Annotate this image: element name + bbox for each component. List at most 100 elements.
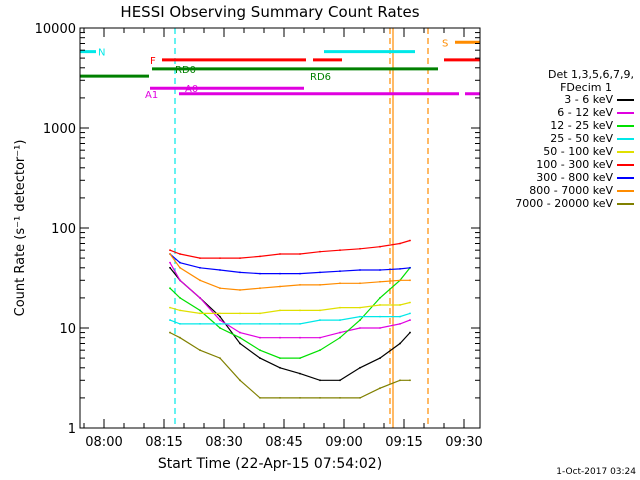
flag-label-n: N (98, 48, 105, 59)
data-point (379, 245, 381, 248)
x-tick-label: 09:00 (325, 435, 362, 450)
data-point (169, 249, 171, 252)
data-point (319, 283, 321, 286)
data-point (299, 322, 301, 325)
data-point (239, 271, 241, 274)
data-point (279, 366, 281, 369)
data-point (339, 379, 341, 382)
data-point (179, 279, 181, 282)
data-point (299, 253, 301, 255)
data-point (239, 342, 241, 345)
data-point (279, 336, 281, 339)
data-point (279, 322, 281, 325)
data-point (219, 269, 221, 271)
data-point (379, 296, 381, 299)
data-point (319, 309, 321, 312)
data-point (169, 266, 171, 269)
y-tick-label: 1000 (43, 122, 76, 137)
data-point (179, 266, 181, 269)
data-point (199, 349, 201, 352)
plot-area (80, 28, 480, 428)
legend-swatch (617, 190, 634, 192)
data-point (399, 304, 401, 306)
data-point (409, 266, 411, 269)
flag-label-a0: A0 (185, 84, 198, 95)
series-line-6-12-kev (169, 262, 411, 339)
data-point (259, 396, 261, 399)
legend-swatch (617, 203, 634, 205)
data-point (399, 379, 401, 382)
x-axis-label: Start Time (22-Apr-15 07:54:02) (158, 456, 382, 472)
series-line-7000-20000-kev (169, 332, 410, 399)
data-point (219, 319, 221, 321)
data-point (339, 249, 341, 252)
legend-swatch (617, 151, 634, 153)
data-point (339, 306, 341, 309)
data-point (219, 315, 221, 318)
legend-label: 3 - 6 keV (564, 93, 613, 106)
data-point (319, 379, 321, 382)
data-point (359, 319, 361, 321)
data-point (399, 342, 401, 345)
flag-label-a1: A1 (145, 90, 158, 101)
legend-entry: 12 - 25 keV (469, 119, 634, 132)
data-point (219, 357, 221, 360)
data-point (279, 357, 281, 360)
data-point (239, 379, 241, 382)
data-point (279, 396, 281, 399)
data-point (199, 312, 201, 315)
data-point (379, 304, 381, 306)
x-tick-label: 09:30 (445, 435, 482, 450)
flag-label-rd6: RD6 (310, 72, 331, 83)
timestamp: 1-Oct-2017 03:24 (556, 467, 636, 477)
legend-entry: 25 - 50 keV (469, 132, 634, 145)
data-point (239, 289, 241, 291)
legend-swatch (617, 125, 634, 127)
data-point (399, 315, 401, 318)
series-line-800-7000-kev (169, 253, 410, 291)
data-point (259, 287, 261, 290)
legend-swatch (617, 138, 634, 140)
data-point (259, 349, 261, 352)
data-point (239, 331, 241, 334)
data-point (399, 279, 401, 282)
data-point (359, 327, 361, 329)
data-point (179, 322, 181, 325)
data-point (169, 253, 171, 255)
legend-label: 25 - 50 keV (550, 132, 613, 145)
data-point (179, 261, 181, 264)
legend-label: 7000 - 20000 keV (515, 197, 613, 210)
data-point (299, 309, 301, 312)
data-point (359, 247, 361, 250)
data-point (359, 282, 361, 285)
data-point (339, 270, 341, 273)
data-point (339, 319, 341, 321)
data-point (339, 282, 341, 285)
data-point (319, 271, 321, 274)
data-point (239, 312, 241, 315)
data-point (299, 372, 301, 375)
data-point (169, 331, 171, 334)
series-line-25-50-kev (169, 312, 411, 325)
data-point (199, 322, 201, 325)
data-point (339, 331, 341, 334)
data-point (359, 269, 361, 271)
data-point (409, 312, 411, 315)
legend-swatch (617, 164, 634, 166)
legend-swatch (617, 177, 634, 179)
data-point (299, 396, 301, 399)
data-point (339, 336, 341, 339)
data-point (199, 266, 201, 269)
x-tick-label: 08:00 (85, 435, 122, 450)
legend-entry: 3 - 6 keV (469, 93, 634, 106)
data-point (379, 269, 381, 271)
y-tick-label: 10 (59, 322, 76, 337)
data-point (339, 396, 341, 399)
data-point (409, 301, 411, 304)
data-point (409, 319, 411, 321)
data-point (239, 257, 241, 260)
y-tick-label: 1 (68, 422, 76, 437)
x-tick-label: 08:15 (145, 435, 182, 450)
data-point (279, 253, 281, 255)
flag-label-f: F (150, 56, 156, 67)
